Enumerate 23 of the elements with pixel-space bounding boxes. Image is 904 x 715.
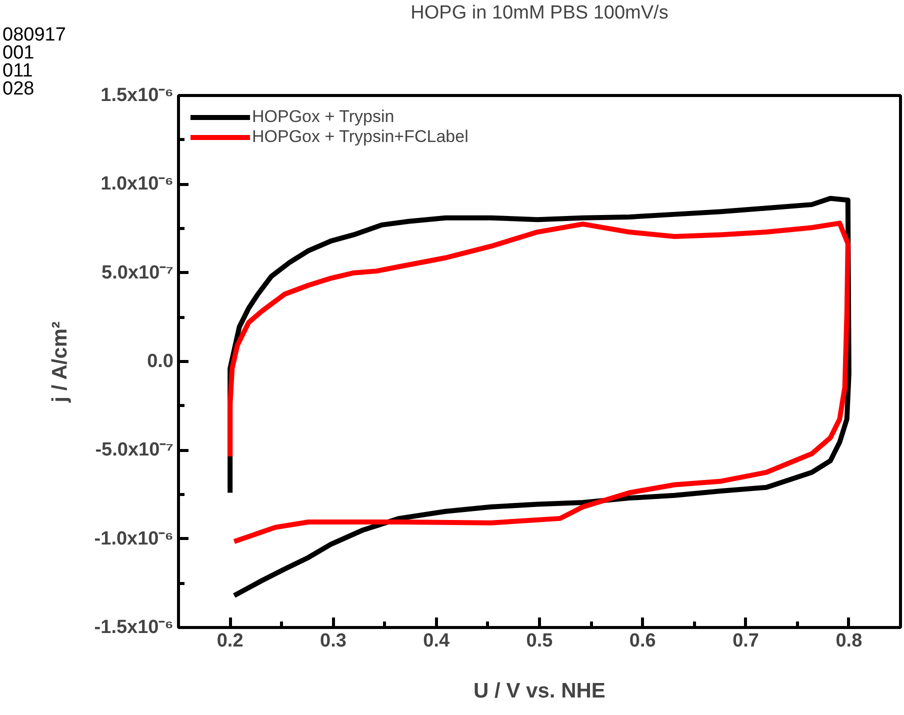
y-tick-label: 5.0x10⁻⁷	[102, 262, 174, 284]
legend-label: HOPGox + Trypsin	[252, 107, 394, 127]
text: 028	[2, 78, 34, 100]
chart-title: HOPG in 10mM PBS 100mV/s	[410, 2, 668, 24]
text: 011	[2, 60, 33, 82]
x-tick-label: 0.2	[216, 630, 244, 652]
y-tick-label: 1.0x10⁻⁶	[100, 174, 174, 195]
x-tick-label: 0.5	[526, 630, 554, 652]
x-axis-title: U / V vs. NHE	[474, 680, 606, 702]
y-axis-title: j / A/cm²	[48, 321, 72, 404]
legend-label: HOPGox + Trypsin+FCLabel	[252, 127, 468, 147]
y-tick-label: -1.5x10⁻⁶	[94, 617, 174, 638]
y-tick-label: 0.0	[147, 351, 174, 372]
y-tick-label: -5.0x10⁻⁷	[95, 440, 174, 461]
x-tick-label: 0.8	[836, 630, 862, 652]
x-tick-label: 0.3	[320, 630, 346, 652]
x-tick-label: 0.7	[732, 630, 759, 652]
x-tick-label: 0.6	[629, 630, 656, 652]
y-tick-label: -1.0x10⁻⁶	[94, 528, 174, 550]
text: 001	[2, 42, 34, 64]
text: 080917	[2, 24, 66, 46]
x-tick-label: 0.4	[423, 630, 450, 652]
y-tick-label: 1.5x10⁻⁶	[100, 85, 174, 106]
